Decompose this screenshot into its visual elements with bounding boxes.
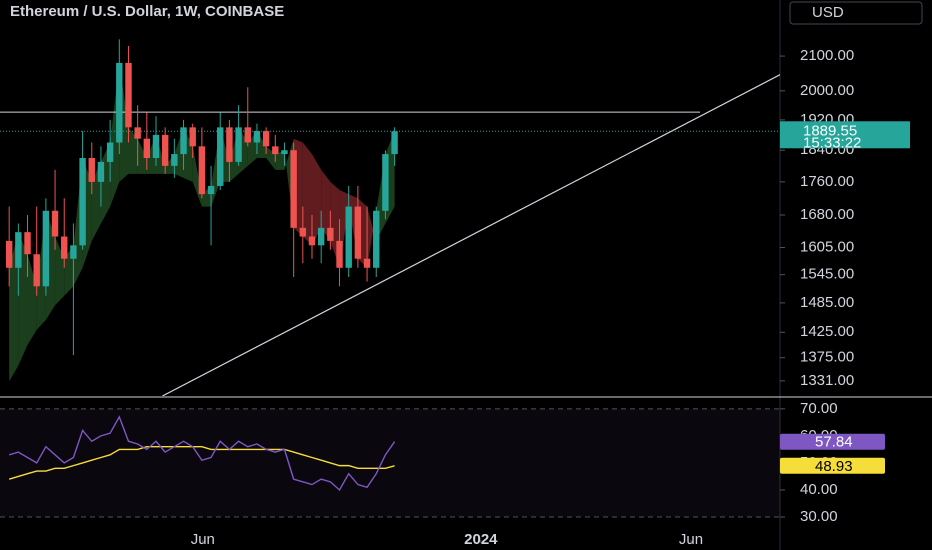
trail-fill xyxy=(137,138,147,174)
trendline xyxy=(162,74,780,396)
candle-body xyxy=(299,227,307,237)
indicator-value-box xyxy=(780,433,885,450)
trail-fill xyxy=(367,206,377,268)
trail-fill xyxy=(321,169,331,241)
candle-body xyxy=(336,240,343,268)
candle-body xyxy=(244,127,251,143)
y-tick-label: 1425.00 xyxy=(800,323,854,340)
candle-body xyxy=(345,206,352,268)
countdown: 15:33:22 xyxy=(803,134,861,151)
y-tick-label: 1605.00 xyxy=(800,238,854,255)
candle-body xyxy=(281,150,288,155)
candle-body xyxy=(363,258,371,268)
candle-body xyxy=(171,154,178,166)
indicator-line xyxy=(8,415,396,492)
y-tick-label: 1545.00 xyxy=(800,266,854,283)
candle-body xyxy=(116,62,123,143)
candle-body xyxy=(226,127,233,162)
currency-button[interactable] xyxy=(789,1,923,25)
indicator-line xyxy=(8,445,395,480)
y-tick-label: 1760.00 xyxy=(800,173,854,190)
candle-body xyxy=(327,227,334,241)
trail-fill xyxy=(128,127,138,174)
x-tick-label: Jun xyxy=(191,531,215,548)
candle-body xyxy=(354,206,362,259)
indicator-y-tick-label: 70.00 xyxy=(800,400,838,417)
candle-body xyxy=(143,138,151,158)
candle-body xyxy=(308,236,316,246)
indicator-value-box xyxy=(780,457,885,474)
candle-body xyxy=(152,134,160,158)
candle-body xyxy=(79,157,86,246)
candle-body xyxy=(189,127,196,147)
candle-body xyxy=(106,142,114,162)
indicator-y-tick-label: 40.00 xyxy=(800,481,838,498)
indicator-y-tick-label: 30.00 xyxy=(800,508,838,525)
trail-fill xyxy=(302,142,312,246)
trail-fill xyxy=(27,254,37,345)
y-tick-label: 1331.00 xyxy=(800,372,854,389)
candle-body xyxy=(207,185,215,195)
candle-body xyxy=(180,127,187,155)
candle-body xyxy=(290,150,297,228)
y-tick-label: 1680.00 xyxy=(800,206,854,223)
candle-body xyxy=(382,154,389,211)
candle-body xyxy=(134,127,141,139)
trail-fill xyxy=(9,232,19,382)
chart-title: Ethereum / U.S. Dollar, 1W, COINBASE xyxy=(10,3,284,20)
candle-body xyxy=(33,254,40,287)
y-tick-label: 1485.00 xyxy=(800,294,854,311)
candle-body xyxy=(70,245,77,259)
currency-label[interactable]: USD xyxy=(812,4,844,21)
candle-body xyxy=(42,210,50,287)
candle-body xyxy=(198,146,206,195)
indicator-value-label: 48.93 xyxy=(815,458,853,475)
candle-body xyxy=(391,131,398,155)
candle-body xyxy=(97,161,105,182)
y-tick-label: 1375.00 xyxy=(800,349,854,366)
y-tick-label: 2000.00 xyxy=(800,82,854,99)
candle-body xyxy=(15,232,22,268)
trail-fill xyxy=(312,154,322,246)
main-pane xyxy=(0,39,780,396)
candle-body xyxy=(125,62,132,128)
indicator-value-label: 57.84 xyxy=(815,434,853,451)
last-price-box xyxy=(780,121,910,149)
candle-body xyxy=(51,210,59,237)
candle-body xyxy=(253,131,261,143)
x-tick-label: Jun xyxy=(679,531,703,548)
candle-body xyxy=(373,210,380,268)
y-tick-label: 2100.00 xyxy=(800,47,854,64)
candle-body xyxy=(272,146,279,155)
candle-body xyxy=(161,134,169,166)
last-price-label: 1889.55 xyxy=(803,122,857,139)
candle-body xyxy=(24,232,31,255)
candle-body xyxy=(61,236,68,259)
x-tick-label: 2024 xyxy=(464,531,498,548)
candle-body xyxy=(5,240,13,268)
candle-body xyxy=(235,127,242,162)
candle-body xyxy=(88,157,95,182)
trail-fill xyxy=(275,150,285,170)
candle-body xyxy=(262,131,270,147)
candle-body xyxy=(217,127,224,186)
band-fill xyxy=(0,408,780,518)
candle-body xyxy=(317,227,325,246)
